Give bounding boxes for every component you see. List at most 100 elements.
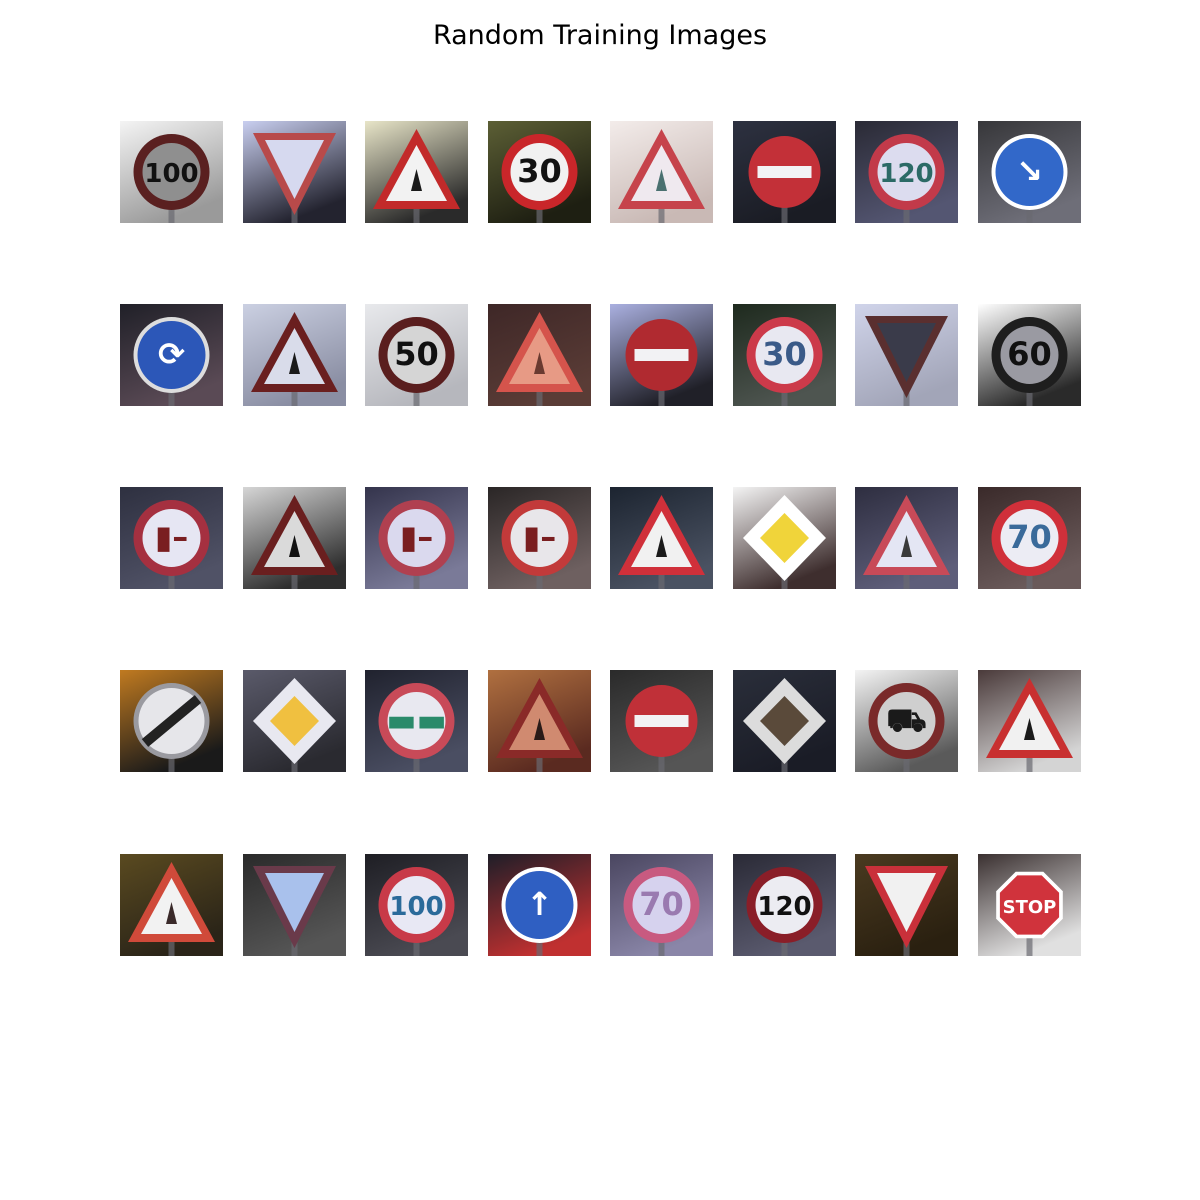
thumbnail-4-1 bbox=[120, 670, 223, 772]
sign-image: STOP bbox=[978, 854, 1081, 956]
thumbnail-4-7: ⛟ bbox=[855, 670, 958, 772]
thumbnail-2-7 bbox=[855, 304, 958, 406]
sign-image bbox=[243, 670, 346, 772]
sign-image bbox=[733, 487, 836, 589]
sign-image bbox=[488, 670, 591, 772]
thumbnail-5-4: ↑ bbox=[488, 854, 591, 956]
svg-text:100: 100 bbox=[389, 892, 443, 922]
thumbnail-1-3 bbox=[365, 121, 468, 223]
sign-image bbox=[120, 670, 223, 772]
sign-image: ⛟ bbox=[855, 670, 958, 772]
svg-text:30: 30 bbox=[517, 152, 562, 190]
sign-image bbox=[610, 670, 713, 772]
svg-text:70: 70 bbox=[1007, 518, 1052, 556]
sign-image bbox=[365, 121, 468, 223]
thumbnail-1-4: 30 bbox=[488, 121, 591, 223]
sign-image: 100 bbox=[120, 121, 223, 223]
svg-text:50: 50 bbox=[394, 335, 439, 373]
sign-image bbox=[610, 487, 713, 589]
svg-text:▮–: ▮– bbox=[400, 518, 434, 556]
thumbnail-2-8: 60 bbox=[978, 304, 1081, 406]
sign-image bbox=[243, 304, 346, 406]
sign-image: 60 bbox=[978, 304, 1081, 406]
sign-image bbox=[855, 304, 958, 406]
thumbnail-1-8: ↘ bbox=[978, 121, 1081, 223]
svg-text:100: 100 bbox=[144, 159, 198, 189]
svg-text:70: 70 bbox=[639, 885, 684, 923]
thumbnail-5-6: 120 bbox=[733, 854, 836, 956]
sign-image bbox=[733, 670, 836, 772]
sign-image: 70 bbox=[978, 487, 1081, 589]
sign-image: ↑ bbox=[488, 854, 591, 956]
sign-image: ▬▬ bbox=[365, 670, 468, 772]
sign-image: 50 bbox=[365, 304, 468, 406]
thumbnail-4-2 bbox=[243, 670, 346, 772]
sign-image bbox=[120, 854, 223, 956]
svg-text:120: 120 bbox=[757, 892, 811, 922]
thumbnail-4-6 bbox=[733, 670, 836, 772]
sign-image bbox=[488, 304, 591, 406]
thumbnail-3-7 bbox=[855, 487, 958, 589]
sign-image bbox=[733, 121, 836, 223]
sign-image bbox=[978, 670, 1081, 772]
sign-image bbox=[855, 854, 958, 956]
sign-image: 120 bbox=[733, 854, 836, 956]
svg-text:↘: ↘ bbox=[1016, 152, 1043, 190]
svg-text:60: 60 bbox=[1007, 335, 1052, 373]
thumbnail-3-1: ▮– bbox=[120, 487, 223, 589]
thumbnail-1-5 bbox=[610, 121, 713, 223]
thumbnail-5-7 bbox=[855, 854, 958, 956]
thumbnail-4-5 bbox=[610, 670, 713, 772]
sign-image bbox=[855, 487, 958, 589]
thumbnail-3-6 bbox=[733, 487, 836, 589]
svg-text:120: 120 bbox=[879, 159, 933, 189]
thumbnail-1-7: 120 bbox=[855, 121, 958, 223]
thumbnail-3-3: ▮– bbox=[365, 487, 468, 589]
thumbnail-5-8: STOP bbox=[978, 854, 1081, 956]
sign-image bbox=[243, 854, 346, 956]
sign-image: 100 bbox=[365, 854, 468, 956]
thumbnail-3-4: ▮– bbox=[488, 487, 591, 589]
sign-image bbox=[243, 121, 346, 223]
thumbnail-1-2 bbox=[243, 121, 346, 223]
sign-image: ▮– bbox=[120, 487, 223, 589]
sign-image: ▮– bbox=[365, 487, 468, 589]
thumbnail-5-2 bbox=[243, 854, 346, 956]
thumbnail-3-8: 70 bbox=[978, 487, 1081, 589]
svg-text:▬▬: ▬▬ bbox=[386, 701, 446, 739]
thumbnail-4-3: ▬▬ bbox=[365, 670, 468, 772]
sign-image: 70 bbox=[610, 854, 713, 956]
thumbnail-5-3: 100 bbox=[365, 854, 468, 956]
sign-image: ▮– bbox=[488, 487, 591, 589]
svg-text:⟳: ⟳ bbox=[158, 335, 185, 373]
svg-text:STOP: STOP bbox=[1003, 897, 1057, 918]
thumbnail-2-1: ⟳ bbox=[120, 304, 223, 406]
sign-image bbox=[610, 121, 713, 223]
sign-image: ⟳ bbox=[120, 304, 223, 406]
figure-title: Random Training Images bbox=[432, 20, 768, 51]
svg-text:30: 30 bbox=[762, 335, 807, 373]
thumbnail-2-3: 50 bbox=[365, 304, 468, 406]
thumbnail-3-5 bbox=[610, 487, 713, 589]
thumbnail-2-2 bbox=[243, 304, 346, 406]
svg-text:↑: ↑ bbox=[526, 885, 553, 923]
thumbnail-2-6: 30 bbox=[733, 304, 836, 406]
thumbnail-5-1 bbox=[120, 854, 223, 956]
svg-text:▮–: ▮– bbox=[155, 518, 189, 556]
thumbnail-4-4 bbox=[488, 670, 591, 772]
sign-image: ↘ bbox=[978, 121, 1081, 223]
thumbnail-2-4 bbox=[488, 304, 591, 406]
thumbnail-5-5: 70 bbox=[610, 854, 713, 956]
thumbnail-1-1: 100 bbox=[120, 121, 223, 223]
sign-image bbox=[610, 304, 713, 406]
svg-text:▮–: ▮– bbox=[523, 518, 557, 556]
sign-image: 30 bbox=[733, 304, 836, 406]
thumbnail-4-8 bbox=[978, 670, 1081, 772]
thumbnail-3-2 bbox=[243, 487, 346, 589]
sign-image: 120 bbox=[855, 121, 958, 223]
thumbnail-1-6 bbox=[733, 121, 836, 223]
sign-image: 30 bbox=[488, 121, 591, 223]
sign-image bbox=[243, 487, 346, 589]
svg-text:⛟: ⛟ bbox=[886, 701, 926, 739]
